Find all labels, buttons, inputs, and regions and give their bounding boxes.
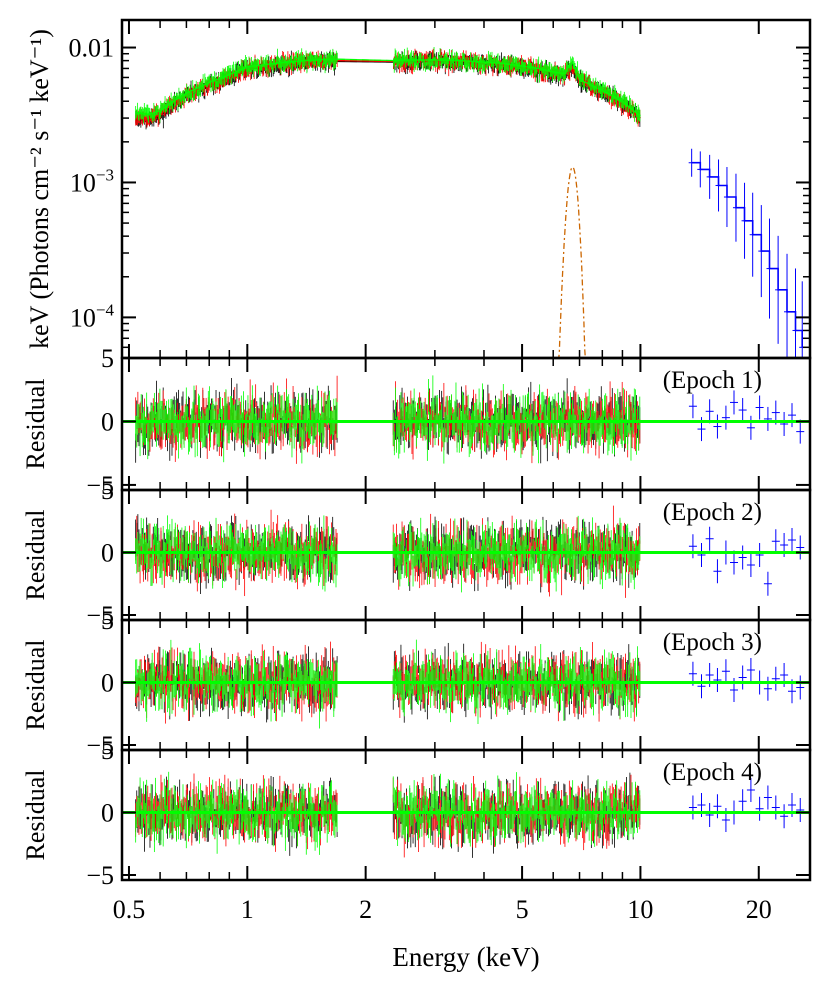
model-gap-line xyxy=(337,60,394,62)
model-gap-line xyxy=(337,60,394,63)
model-gap-line xyxy=(337,58,394,62)
gaussian-line-component xyxy=(556,166,588,359)
data-layer xyxy=(122,46,810,858)
model-line-high-energy xyxy=(691,161,803,348)
model-line xyxy=(135,58,641,117)
